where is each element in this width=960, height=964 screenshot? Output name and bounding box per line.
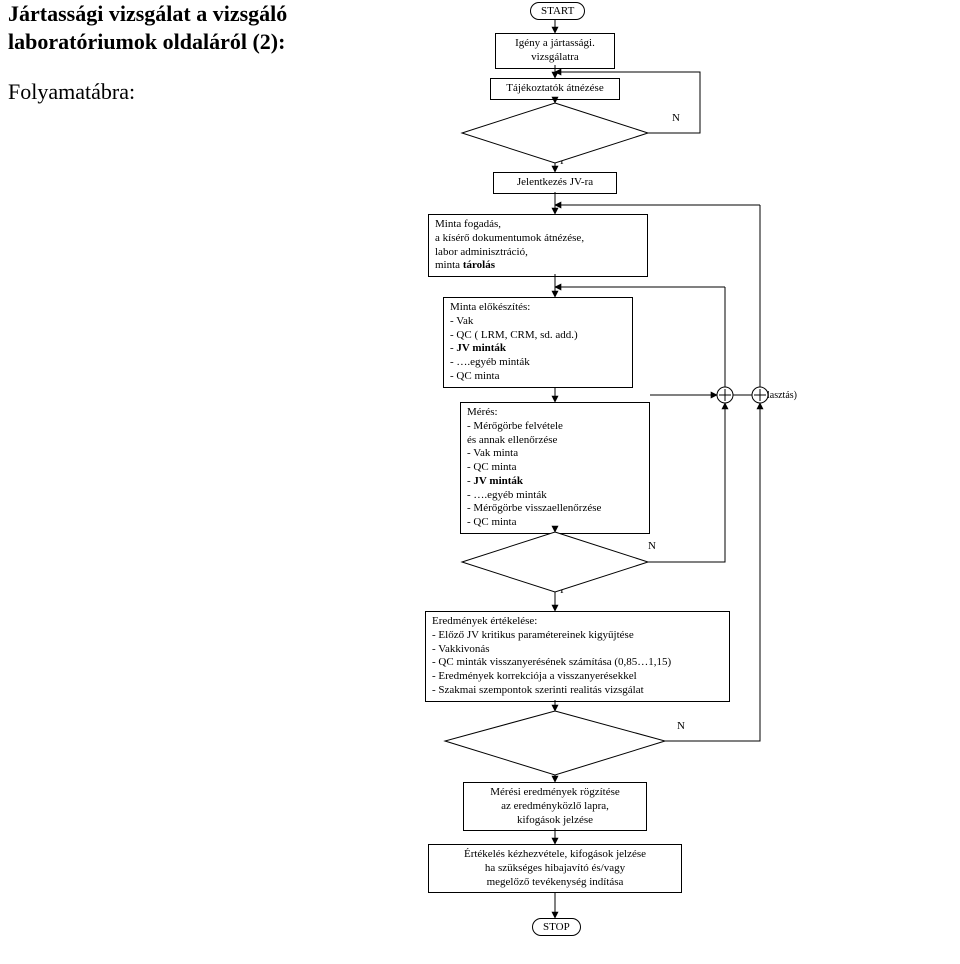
page-subtitle: Folyamatábra: [8,79,358,105]
node-rogzites: Mérési eredmények rögzítéseaz eredménykö… [463,782,647,831]
label-n2: N [648,540,656,552]
node-minta-fogadas: Minta fogadás,a kísérő dokumentumok átné… [428,214,648,277]
node-jelentkezes: Jelentkezés JV-ra [493,172,617,194]
label-i3: I [560,764,564,776]
node-rogzites-text: Mérési eredmények rögzítéseaz eredménykö… [464,783,646,830]
note-valasztas: (Választás) [752,390,797,401]
stop-terminal: STOP [532,918,581,936]
node-nyers-label: Nyerseredmények rendbenvannak? [495,544,615,582]
label-i2: I [560,584,564,596]
node-kezhez-text: Értékelés kézhezvétele, kifogások jelzés… [429,845,681,892]
stop-label: STOP [533,919,580,935]
node-minta-fogadas-text: Minta fogadás,a kísérő dokumentumok átné… [429,215,647,276]
node-meres: Mérés:- Mérőgörbe felvétele és annak ell… [460,402,650,534]
node-igeny: Igény a jártassági.vizsgálatra [495,33,615,69]
page-title-block: Jártassági vizsgálat a vizsgáló laborató… [0,0,358,105]
page-title-line1: Jártassági vizsgálat a vizsgáló [8,0,358,28]
start-label: START [531,3,584,19]
label-n1: N [672,112,680,124]
node-igeny-text: Igény a jártassági.vizsgálatra [496,34,614,68]
node-jelentkezes-text: Jelentkezés JV-ra [494,173,616,193]
node-kezhez: Értékelés kézhezvétele, kifogások jelzés… [428,844,682,893]
node-vegeredmeny-label: Végeredményszámoláskor mindenrendben? [495,723,615,761]
node-tajekoztatok: Tájékoztatók átnézése [490,78,620,100]
node-ertekeles-text: Eredmények értékelése:- Előző JV kritiku… [426,612,729,701]
label-i1: I [560,155,564,167]
node-elokeszites-text: Minta előkészítés:- Vak- QC ( LRM, CRM, … [444,298,632,387]
start-terminal: START [530,2,585,20]
node-elokeszites: Minta előkészítés:- Vak- QC ( LRM, CRM, … [443,297,633,388]
node-meres-text: Mérés:- Mérőgörbe felvétele és annak ell… [461,403,649,533]
page-title-line2: laboratóriumok oldaláról (2): [8,28,358,56]
node-ertekeles: Eredmények értékelése:- Előző JV kritiku… [425,611,730,702]
node-tajekoztatok-text: Tájékoztatók átnézése [491,79,619,99]
label-n3: N [677,720,685,732]
node-penzugyi-label: Pénzügyi ésszakmai feltételekadottak? [495,115,615,153]
